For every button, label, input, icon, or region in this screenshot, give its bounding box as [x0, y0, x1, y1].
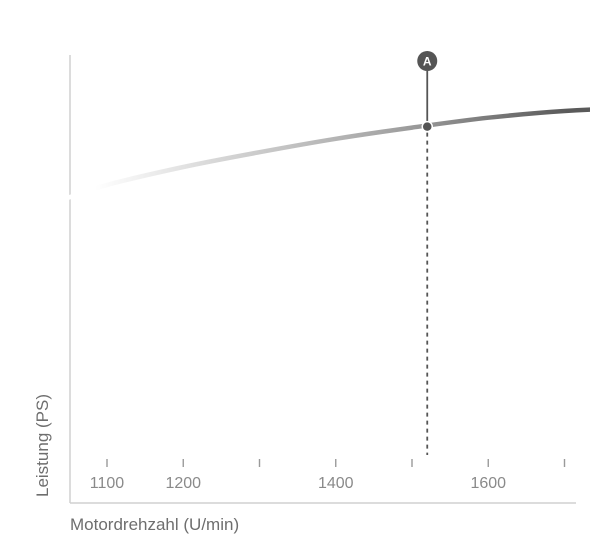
x-tick-label: 1400 — [318, 475, 354, 492]
marker-a-point — [421, 120, 433, 133]
x-tick-label: 1600 — [470, 475, 506, 492]
marker-a-label: A — [423, 55, 432, 69]
y-axis-title: Leistung (PS) — [33, 394, 52, 497]
x-tick-label: 1100 — [90, 475, 125, 492]
x-tick-label: 1200 — [165, 475, 201, 492]
x-axis-title: Motordrehzahl (U/min) — [70, 515, 239, 534]
marker-a-badge-circle — [417, 51, 438, 71]
power-curve-line — [66, 107, 590, 200]
x-axis-ticks: 1100120014001600180020002200 — [90, 459, 566, 492]
marker-a-badge: A — [417, 51, 438, 71]
